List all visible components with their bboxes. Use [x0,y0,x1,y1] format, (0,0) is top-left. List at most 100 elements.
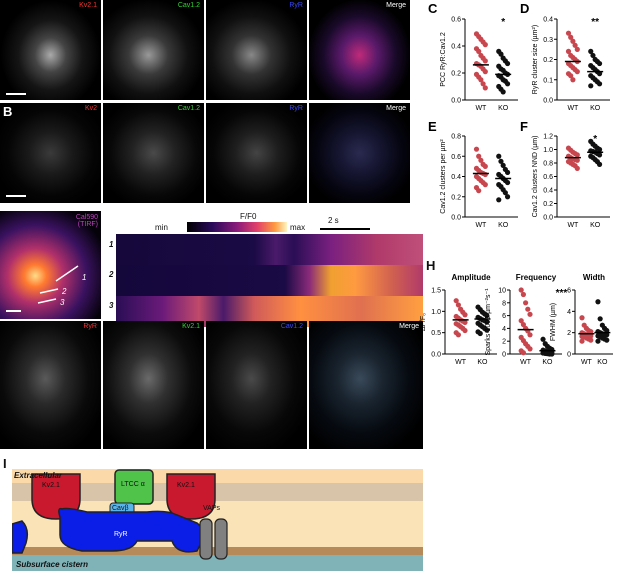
data-point [527,346,533,352]
panel-label-h: H [426,258,436,273]
y-axis-label: Cav1.2 clusters NND (µm) [532,136,539,218]
data-point [604,332,610,338]
data-point [595,338,601,344]
panel-b-ryr-image: RyR [206,103,307,203]
ryr-channel [58,507,205,553]
panel-b-merge-image: Merge [309,103,410,203]
data-point [527,311,533,317]
data-point [453,298,459,304]
kymograph-1 [116,234,423,265]
data-point [496,153,502,159]
data-point [484,319,490,325]
y-axis-label: Cav1.2 clusters per µm² [440,139,447,214]
kymo-label-1: 1 [109,240,114,249]
y-axis-label: RyR cluster size (µm²) [532,25,539,94]
panel-b-channel-2: Cav1.2 [177,105,200,112]
x-tick-label: KO [498,222,509,229]
colorbar [187,222,287,232]
y-tick-label: 0.0 [451,215,461,222]
y-tick-label: 2 [567,330,571,337]
data-point [504,179,511,186]
data-point [597,316,603,322]
data-point [570,38,576,44]
data-point [455,302,461,308]
vap-protein-2 [214,518,228,560]
data-point [572,42,578,48]
data-point [504,194,511,200]
data-point [574,46,580,52]
data-point [596,146,603,153]
data-point [604,337,610,343]
y-axis-label: PCC RyR:Cav1.2 [440,32,447,87]
panel-a-cav12-image: Cav1.2 [103,0,204,100]
data-point [476,188,482,194]
data-point [478,77,484,83]
panel-a-channel-4: Merge [386,2,406,9]
panel-g-channel-1: RyR [83,323,97,330]
y-tick-label: 0.0 [543,98,553,105]
y-tick-label: 0.3 [543,37,553,44]
y-tick-label: 0.6 [451,17,461,24]
y-tick-label: 0.4 [451,44,461,51]
chart-title: Amplitude [451,273,491,282]
roi-label-1: 1 [82,273,87,282]
data-point [568,34,574,40]
y-tick-label: 0.4 [451,174,461,181]
y-tick-label: 0.6 [451,154,461,161]
data-point [502,190,508,196]
data-point [482,58,488,64]
data-point [579,338,585,344]
data-point [549,351,555,357]
panel-b-kv2-image: Kv2 [0,103,101,203]
y-tick-label: 6 [502,313,506,320]
data-point [496,197,502,203]
vaps-label: VAPs [203,505,220,512]
roi-label-3: 3 [60,298,65,307]
data-point [504,169,511,176]
data-point [476,48,482,55]
panel-label-i: I [3,456,7,471]
y-tick-label: 0 [502,352,506,359]
data-point [565,30,572,36]
x-tick-label: WT [475,222,487,229]
y-tick-label: 0.6 [543,174,553,181]
data-point [482,69,488,75]
scale-bar [6,93,26,95]
y-tick-label: 0.4 [543,17,553,24]
membrane-diagram [12,469,423,571]
extracellular-label: Extracellular [14,471,63,480]
y-tick-label: 10 [498,288,506,295]
y-tick-label: 0.8 [543,161,553,168]
y-tick-label: 0.0 [543,215,553,222]
y-axis-label: FWHM (µm) [550,303,557,341]
data-point [484,313,490,319]
data-point [596,81,603,87]
y-tick-label: 1.2 [543,134,553,141]
data-point [498,51,504,57]
panel-a-ryr-image: RyR [206,0,307,100]
time-scale-label: 2 s [328,216,339,225]
data-point [476,153,482,159]
data-point [570,77,576,83]
x-tick-label: KO [477,359,488,366]
panel-label: E [428,119,437,134]
panel-b-channel-4: Merge [386,105,406,112]
data-point [596,60,603,67]
y-tick-label: 0.4 [543,188,553,195]
data-point [477,330,483,337]
y-tick-label: 0.2 [451,194,461,201]
data-point [518,287,524,293]
kymo-label-3: 3 [109,301,114,310]
data-point [482,171,488,178]
panel-b-channel-1: Kv2 [84,105,97,112]
kymo-label-2: 2 [109,270,114,279]
y-tick-label: 6 [567,288,571,295]
scatter-charts: C 0.0 0.2 0.4 0.6 PCC RyR:Cav1.2 WT KO * D 0.0 0.1 0… [420,1,613,366]
y-tick-label: 0.1 [543,77,553,84]
colorbar-title: F/F0 [240,212,257,221]
significance-marker: ** [591,17,599,28]
panel-g-channel-4: Merge [399,323,419,330]
x-tick-label: WT [581,359,593,366]
y-tick-label: 0.2 [451,71,461,78]
data-point [520,291,527,298]
